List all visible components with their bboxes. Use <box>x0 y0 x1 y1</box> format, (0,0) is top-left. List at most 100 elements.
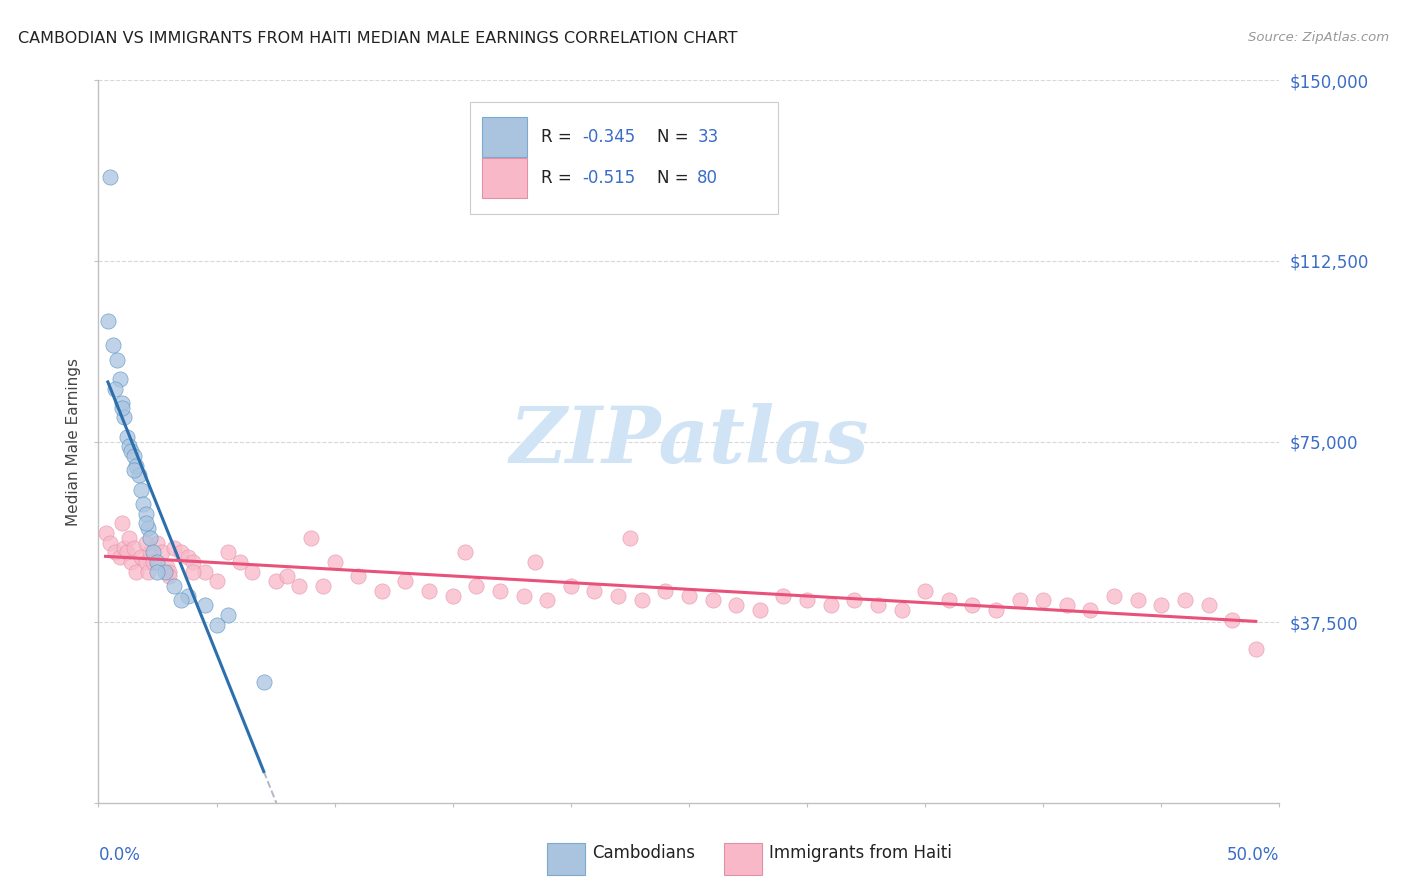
Point <box>139 545 162 559</box>
Text: R =: R = <box>541 128 578 145</box>
Point <box>984 603 1007 617</box>
Point <box>94 526 117 541</box>
Point <box>111 516 134 531</box>
Point <box>104 382 127 396</box>
Point <box>97 314 120 328</box>
Point <box>115 545 138 559</box>
Point <box>146 555 169 569</box>
Point <box>170 545 193 559</box>
Text: -0.515: -0.515 <box>582 169 636 186</box>
Point <box>170 593 193 607</box>
Point <box>217 607 239 622</box>
Point <box>108 372 131 386</box>
Point <box>229 555 252 569</box>
Point <box>128 468 150 483</box>
Point <box>122 449 145 463</box>
Point <box>112 541 135 555</box>
Point <box>135 507 157 521</box>
Text: Immigrants from Haiti: Immigrants from Haiti <box>769 845 952 863</box>
Text: N =: N = <box>657 169 695 186</box>
Point <box>299 531 322 545</box>
Point <box>465 579 488 593</box>
Point <box>146 535 169 549</box>
Point <box>1174 593 1197 607</box>
Point <box>1080 603 1102 617</box>
Y-axis label: Median Male Earnings: Median Male Earnings <box>66 358 82 525</box>
Point <box>98 535 121 549</box>
Point <box>135 516 157 531</box>
Point <box>820 599 842 613</box>
Point <box>125 565 148 579</box>
Point <box>866 599 889 613</box>
Point <box>1220 613 1243 627</box>
Point <box>194 565 217 579</box>
Point <box>607 589 630 603</box>
Bar <box>482 117 527 156</box>
Text: 50.0%: 50.0% <box>1227 847 1279 864</box>
Bar <box>482 158 527 198</box>
Point <box>619 531 641 545</box>
Text: Source: ZipAtlas.com: Source: ZipAtlas.com <box>1249 31 1389 45</box>
Point <box>108 550 131 565</box>
Point <box>253 675 276 690</box>
Point <box>1008 593 1031 607</box>
Point <box>111 396 134 410</box>
Point <box>142 555 165 569</box>
Point <box>105 352 128 367</box>
Point <box>962 599 984 613</box>
Point <box>725 599 748 613</box>
Text: ZIPatlas: ZIPatlas <box>509 403 869 480</box>
Bar <box>724 843 762 875</box>
Text: Cambodians: Cambodians <box>592 845 695 863</box>
Point <box>441 589 464 603</box>
Point <box>163 541 186 555</box>
Text: 80: 80 <box>697 169 718 186</box>
Point <box>702 593 724 607</box>
Point <box>1032 593 1054 607</box>
Point <box>489 583 512 598</box>
Point <box>844 593 866 607</box>
Point <box>181 565 204 579</box>
Point <box>217 545 239 559</box>
Point <box>264 574 287 589</box>
Point <box>1102 589 1125 603</box>
Point <box>890 603 912 617</box>
Text: 0.0%: 0.0% <box>98 847 141 864</box>
Point <box>583 583 606 598</box>
Point <box>112 410 135 425</box>
Point <box>121 555 143 569</box>
Point <box>177 589 200 603</box>
Point <box>347 569 370 583</box>
Point <box>122 463 145 477</box>
Point <box>129 483 152 497</box>
Point <box>524 555 547 569</box>
Point <box>394 574 416 589</box>
Point <box>122 541 145 555</box>
Point <box>125 458 148 473</box>
Point <box>104 545 127 559</box>
Text: 33: 33 <box>697 128 718 145</box>
Point <box>150 545 173 559</box>
Point <box>163 579 186 593</box>
Point <box>654 583 676 598</box>
Point <box>139 531 162 545</box>
Text: -0.345: -0.345 <box>582 128 636 145</box>
Point <box>323 555 346 569</box>
Point <box>177 550 200 565</box>
Point <box>512 589 534 603</box>
Text: CAMBODIAN VS IMMIGRANTS FROM HAITI MEDIAN MALE EARNINGS CORRELATION CHART: CAMBODIAN VS IMMIGRANTS FROM HAITI MEDIA… <box>18 31 738 46</box>
Point <box>135 535 157 549</box>
Point <box>560 579 582 593</box>
Bar <box>547 843 585 875</box>
Point <box>938 593 960 607</box>
Point <box>146 565 169 579</box>
Point <box>132 497 155 511</box>
Point <box>288 579 311 593</box>
Point <box>1198 599 1220 613</box>
Text: N =: N = <box>657 128 695 145</box>
Point <box>98 169 121 184</box>
Point <box>536 593 558 607</box>
Point <box>748 603 770 617</box>
Point <box>678 589 700 603</box>
Point <box>772 589 794 603</box>
